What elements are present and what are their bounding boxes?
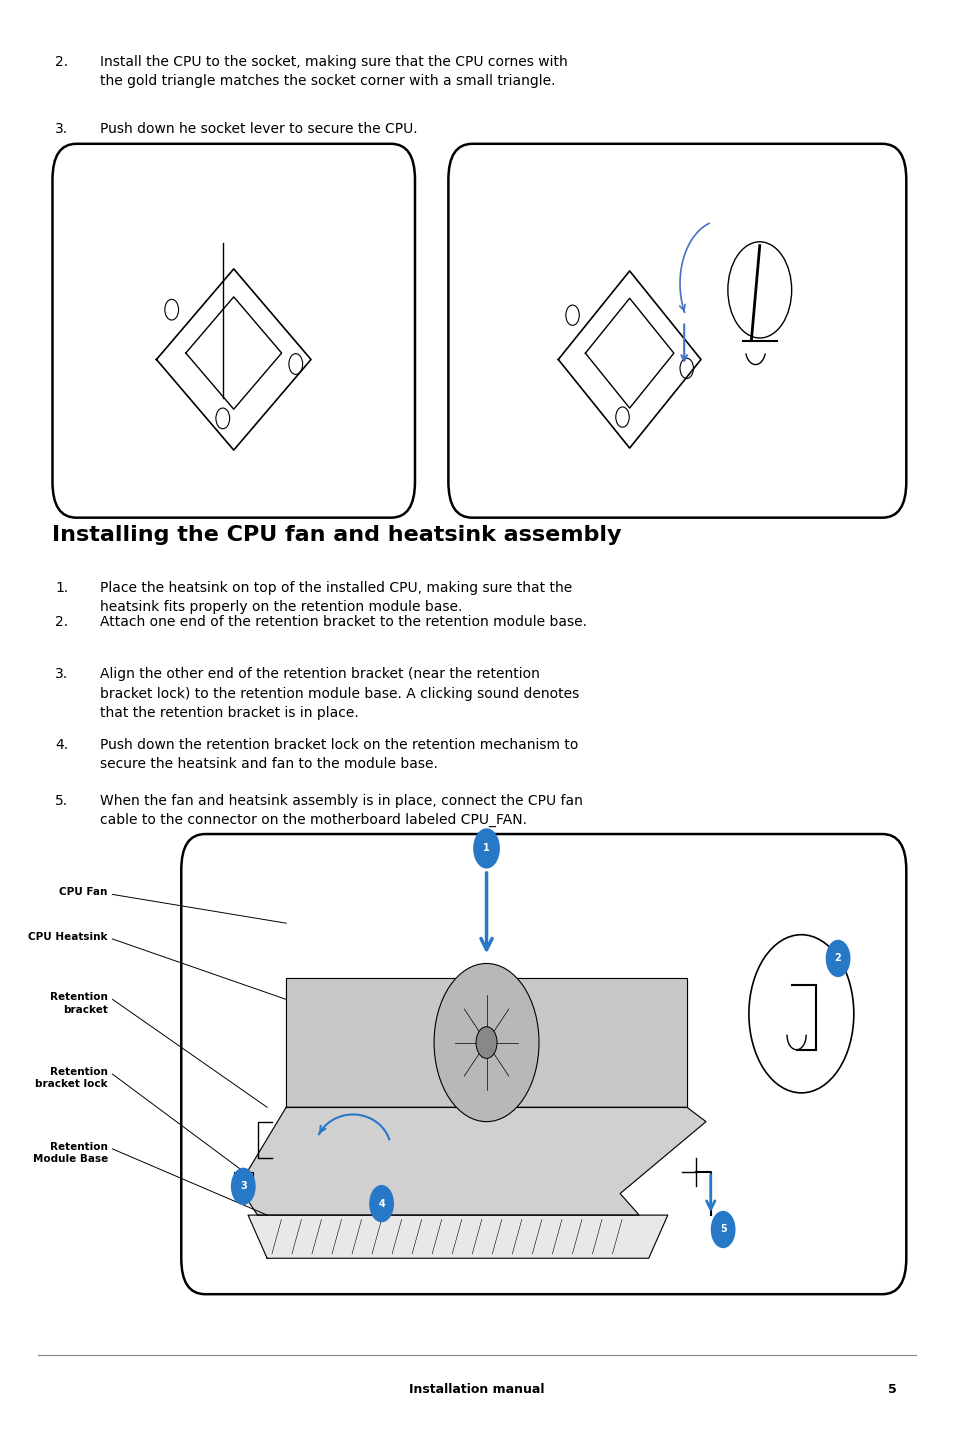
Text: 5.: 5. [55, 794, 69, 808]
Circle shape [824, 940, 850, 978]
Polygon shape [238, 1107, 705, 1215]
Polygon shape [286, 978, 686, 1107]
Text: 2: 2 [834, 953, 841, 963]
Circle shape [473, 828, 499, 869]
Text: Attach one end of the retention bracket to the retention module base.: Attach one end of the retention bracket … [100, 615, 586, 630]
Polygon shape [248, 1215, 667, 1258]
Text: Push down he socket lever to secure the CPU.: Push down he socket lever to secure the … [100, 122, 417, 137]
Circle shape [369, 1185, 394, 1222]
Text: Installation manual: Installation manual [409, 1383, 544, 1396]
FancyBboxPatch shape [448, 144, 905, 518]
Text: 5: 5 [887, 1383, 896, 1396]
Text: Push down the retention bracket lock on the retention mechanism to
secure the he: Push down the retention bracket lock on … [100, 738, 578, 771]
Text: 3: 3 [239, 1182, 247, 1191]
Text: Installing the CPU fan and heatsink assembly: Installing the CPU fan and heatsink asse… [52, 525, 621, 545]
FancyBboxPatch shape [52, 144, 415, 518]
Text: When the fan and heatsink assembly is in place, connect the CPU fan
cable to the: When the fan and heatsink assembly is in… [100, 794, 582, 827]
Text: 1: 1 [482, 844, 490, 853]
Text: 2.: 2. [55, 615, 69, 630]
Text: Retention
bracket lock: Retention bracket lock [35, 1067, 108, 1090]
Text: Align the other end of the retention bracket (near the retention
bracket lock) t: Align the other end of the retention bra… [100, 667, 578, 720]
Text: Retention
Module Base: Retention Module Base [32, 1142, 108, 1165]
Text: Place the heatsink on top of the installed CPU, making sure that the
heatsink fi: Place the heatsink on top of the install… [100, 581, 572, 614]
Text: 3.: 3. [55, 667, 69, 682]
FancyBboxPatch shape [181, 834, 905, 1294]
Circle shape [710, 1211, 735, 1248]
Circle shape [231, 1168, 255, 1205]
Text: 2.: 2. [55, 55, 69, 69]
Text: CPU Heatsink: CPU Heatsink [29, 932, 108, 942]
Circle shape [476, 1027, 497, 1058]
Text: Install the CPU to the socket, making sure that the CPU cornes with
the gold tri: Install the CPU to the socket, making su… [100, 55, 567, 88]
Text: Retention
bracket: Retention bracket [50, 992, 108, 1015]
Text: 4.: 4. [55, 738, 69, 752]
Circle shape [748, 935, 853, 1093]
Circle shape [434, 963, 538, 1122]
Text: 1.: 1. [55, 581, 69, 595]
Text: 5: 5 [719, 1225, 726, 1234]
Text: 4: 4 [377, 1199, 385, 1208]
Text: CPU Fan: CPU Fan [59, 887, 108, 897]
Circle shape [727, 242, 791, 338]
Text: 3.: 3. [55, 122, 69, 137]
